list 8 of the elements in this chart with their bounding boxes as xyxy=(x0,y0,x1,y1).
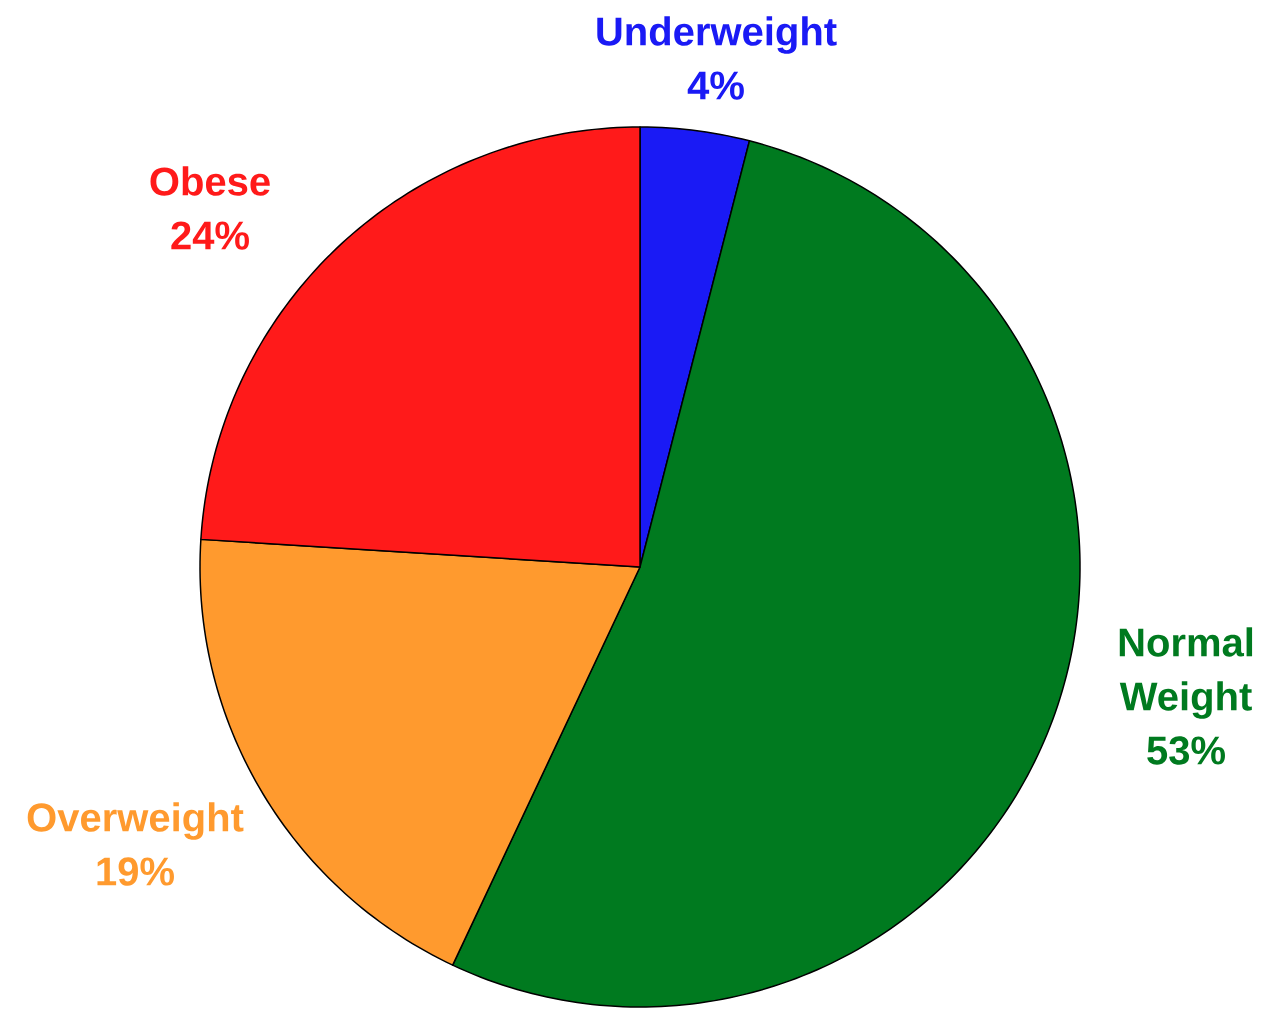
data-label: 19% xyxy=(97,857,174,886)
data-label: 4% xyxy=(687,71,744,100)
data-label: 53% xyxy=(1147,736,1225,765)
slice-label: Underweight xyxy=(597,16,837,54)
slice-label: Obese xyxy=(150,166,270,196)
slice-label: Normal Weight xyxy=(1119,627,1253,719)
data-label: 24% xyxy=(171,221,249,250)
slice-label: Overweight xyxy=(27,802,244,840)
